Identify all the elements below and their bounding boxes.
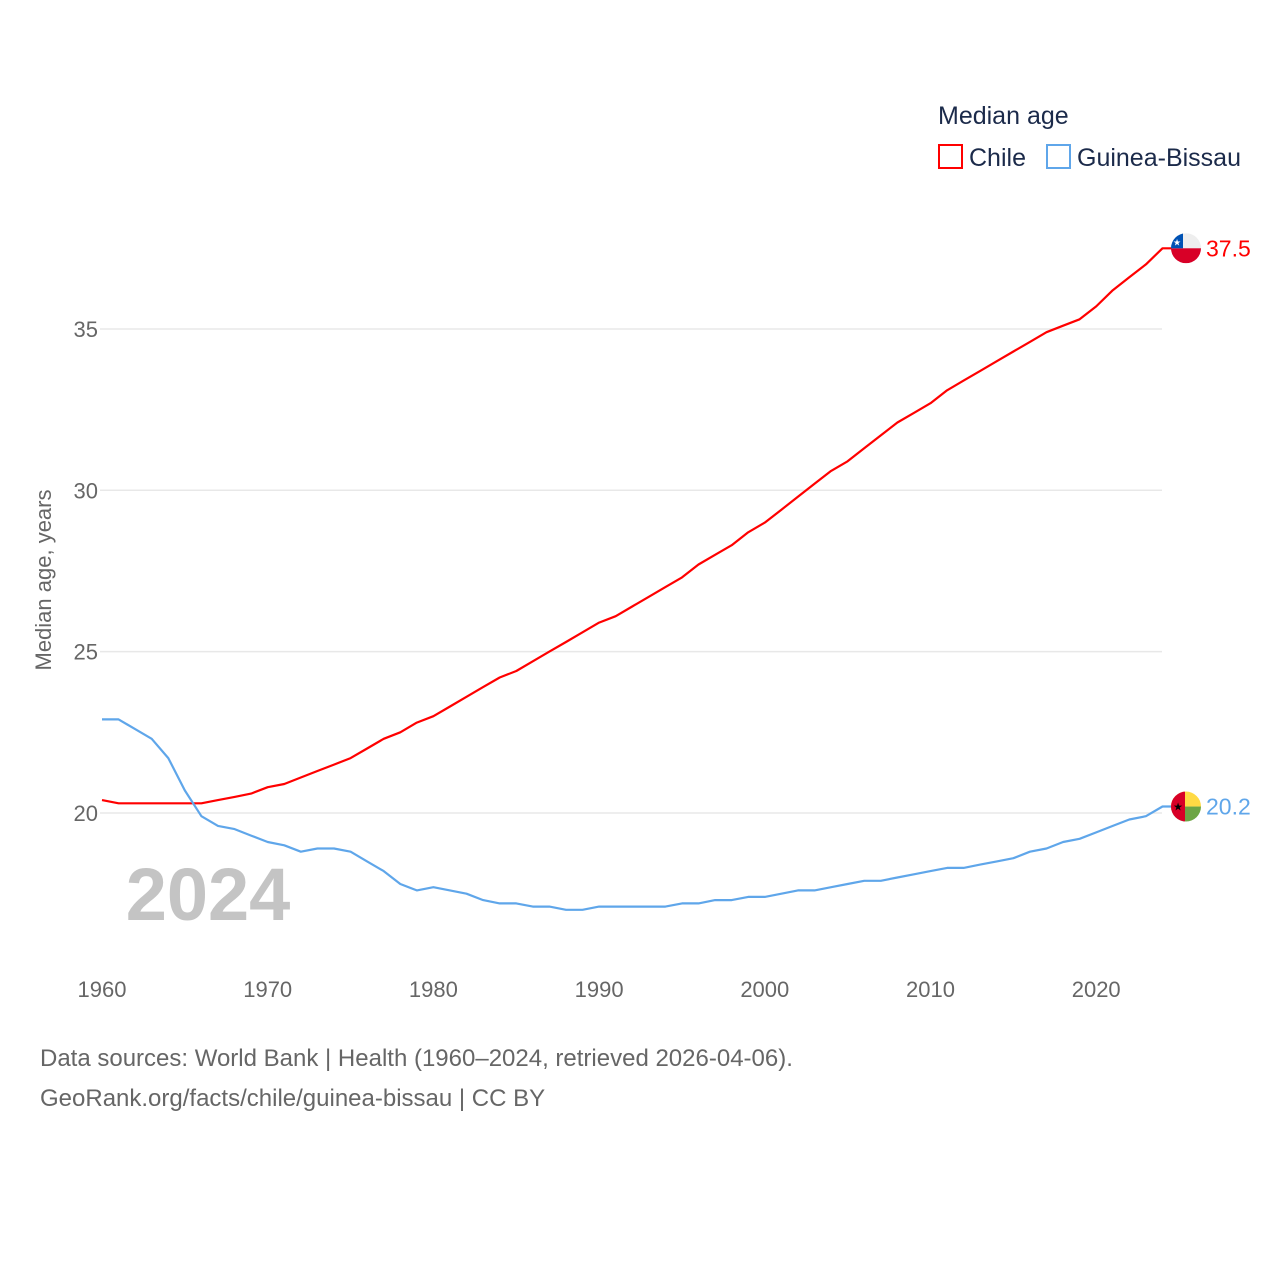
y-tick-label: 20 (74, 801, 98, 826)
x-tick-label: 1990 (575, 977, 624, 1002)
legend-item-guinea-bissau[interactable]: Guinea-Bissau (1046, 144, 1241, 172)
y-tick-label: 35 (74, 317, 98, 342)
x-tick-label: 2020 (1072, 977, 1121, 1002)
x-tick-label: 2010 (906, 977, 955, 1002)
data-sources: Data sources: World Bank | Health (1960–… (40, 1045, 793, 1072)
series-line-guinea-bissau (102, 718, 1172, 911)
legend-label: Chile (969, 144, 1026, 172)
x-tick-label: 2000 (740, 977, 789, 1002)
credit-link[interactable]: GeoRank.org/facts/chile/guinea-bissau | … (40, 1085, 546, 1112)
y-axis-label: Median age, years (31, 490, 56, 671)
svg-text:★: ★ (1173, 802, 1183, 814)
legend-title: Median age (938, 102, 1069, 130)
end-value-label: 20.2 (1206, 794, 1251, 820)
y-tick-label: 25 (74, 640, 98, 665)
legend-swatch (1046, 144, 1071, 169)
y-tick-label: 30 (74, 478, 98, 503)
legend-item-chile[interactable]: Chile (938, 144, 1026, 172)
x-tick-label: 1960 (78, 977, 127, 1002)
x-tick-label: 1970 (243, 977, 292, 1002)
svg-text:★: ★ (1173, 237, 1181, 247)
chile-flag-icon: ★ (1171, 233, 1201, 264)
end-value-label: 37.5 (1206, 235, 1251, 261)
legend-label: Guinea-Bissau (1077, 144, 1241, 172)
guinea-bissau-flag-icon: ★ (1171, 791, 1201, 822)
series-line-chile (101, 247, 1172, 805)
x-tick-label: 1980 (409, 977, 458, 1002)
legend-swatch (938, 144, 963, 169)
year-watermark: 2024 (126, 853, 291, 936)
